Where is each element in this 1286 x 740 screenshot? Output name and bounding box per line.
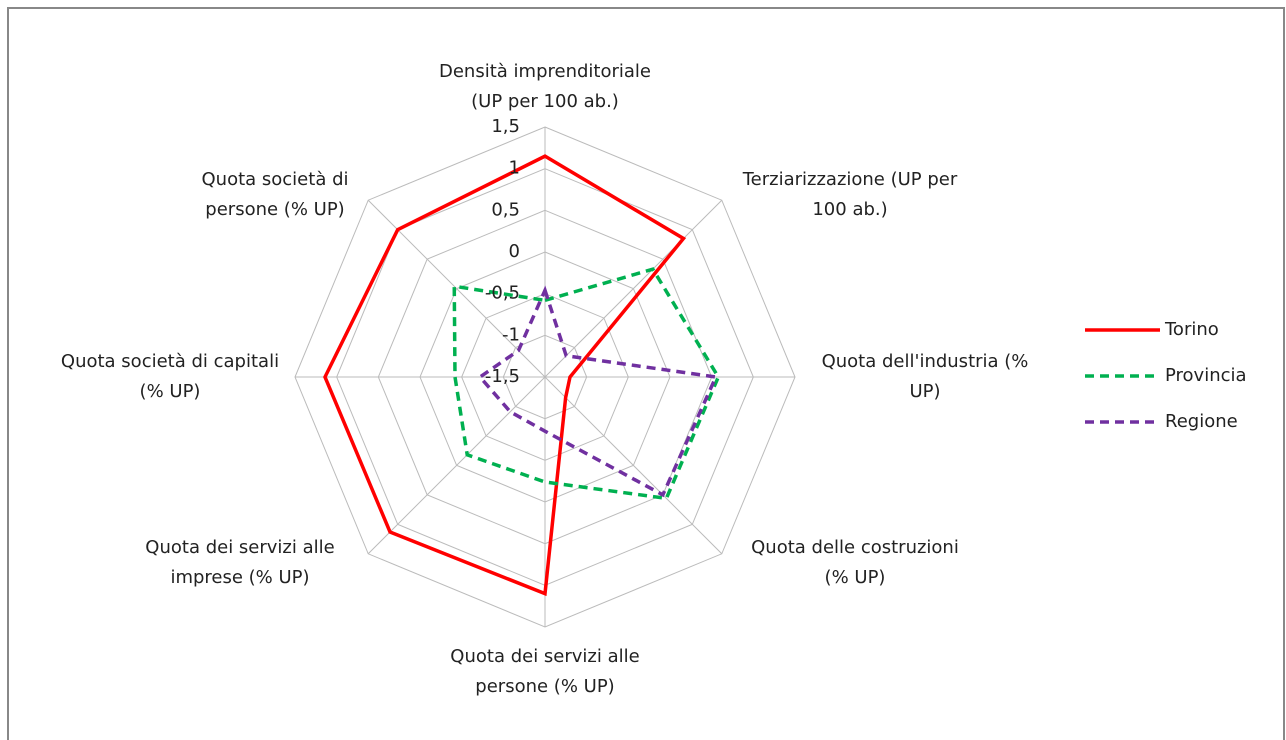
axis-label: Quota dei servizi alle (450, 646, 639, 667)
axis-label: Quota delle costruzioni (751, 537, 959, 558)
axis-label: Quota società di capitali (61, 351, 279, 372)
r-tick-label: 0,5 (491, 199, 520, 220)
series-line (323, 154, 687, 597)
r-tick-label: 1 (509, 158, 520, 179)
plot (323, 154, 721, 597)
axis-label: imprese (% UP) (170, 567, 309, 588)
legend-label: Torino (1164, 319, 1219, 340)
axis-label: Densità imprenditoriale (439, 61, 651, 82)
series-line (477, 285, 719, 498)
r-tick-label: -1,5 (485, 366, 520, 387)
axis-label: Quota dei servizi alle (145, 537, 334, 558)
axis-label: Quota dell'industria (% (822, 351, 1029, 372)
axis-label: Quota società di (202, 169, 349, 190)
chart-frame (7, 7, 1285, 740)
axis-label: UP) (909, 381, 940, 402)
legend-label: Provincia (1165, 365, 1247, 386)
axis-label: (% UP) (825, 567, 886, 588)
spoke (544, 199, 723, 378)
r-tick-label: 1,5 (491, 116, 520, 137)
r-tick-label: 0 (509, 241, 520, 262)
axis-label: persone (% UP) (475, 676, 614, 697)
spoke (367, 376, 546, 555)
grid (294, 126, 796, 628)
axis-label: 100 ab.) (812, 199, 887, 220)
axis-label: (% UP) (140, 381, 201, 402)
r-tick-label: -0,5 (485, 283, 520, 304)
r-tick-label: -1 (502, 324, 520, 345)
axis-label: persone (% UP) (205, 199, 344, 220)
legend-label: Regione (1165, 411, 1238, 432)
series-line (452, 267, 721, 501)
spoke (544, 376, 723, 555)
axis-label: (UP per 100 ab.) (471, 91, 619, 112)
axis-label: Terziarizzazione (UP per (742, 169, 958, 190)
